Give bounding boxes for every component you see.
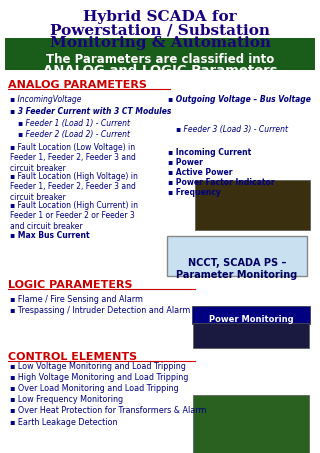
Text: ▪ High Voltage Monitoring and Load Tripping: ▪ High Voltage Monitoring and Load Tripp…	[10, 373, 188, 382]
Text: The Parameters are classified into: The Parameters are classified into	[46, 53, 274, 66]
Text: Hybrid SCADA for: Hybrid SCADA for	[83, 10, 237, 24]
Text: ▪ Fault Location (High Voltage) in
Feeder 1, Feeder 2, Feeder 3 and
circuit brea: ▪ Fault Location (High Voltage) in Feede…	[10, 172, 138, 202]
Text: Power Monitoring: Power Monitoring	[209, 315, 293, 324]
Text: ▪ Feeder 3 (Load 3) - Current: ▪ Feeder 3 (Load 3) - Current	[176, 125, 288, 134]
Text: ▪ Fault Location (Low Voltage) in
Feeder 1, Feeder 2, Feeder 3 and
circuit break: ▪ Fault Location (Low Voltage) in Feeder…	[10, 143, 136, 173]
Text: LOGIC PARAMETERS: LOGIC PARAMETERS	[8, 280, 132, 290]
Text: ▪ 3 Feeder Current with 3 CT Modules: ▪ 3 Feeder Current with 3 CT Modules	[10, 107, 172, 116]
Text: ▪ Incoming Current: ▪ Incoming Current	[168, 148, 251, 157]
FancyBboxPatch shape	[193, 323, 309, 348]
Text: ▪ Feeder 2 (Load 2) - Current: ▪ Feeder 2 (Load 2) - Current	[18, 130, 130, 139]
Text: ▪ IncomingVoltage: ▪ IncomingVoltage	[10, 95, 82, 104]
Text: ▪ Over Heat Protection for Transformers & Alarm: ▪ Over Heat Protection for Transformers …	[10, 406, 206, 415]
Text: NCCT, SCADA PS –
Parameter Monitoring: NCCT, SCADA PS – Parameter Monitoring	[176, 258, 298, 280]
Text: ▪ Low Frequency Monitoring: ▪ Low Frequency Monitoring	[10, 395, 123, 404]
FancyBboxPatch shape	[167, 236, 307, 276]
Text: ▪ Frequency: ▪ Frequency	[168, 188, 221, 197]
Text: ▪ Feeder 1 (Load 1) - Current: ▪ Feeder 1 (Load 1) - Current	[18, 119, 130, 128]
Text: ▪ Fault Location (High Current) in
Feeder 1 or Feeder 2 or Feeder 3
and circuit : ▪ Fault Location (High Current) in Feede…	[10, 201, 138, 231]
Text: ▪ Power Factor Indicator: ▪ Power Factor Indicator	[168, 178, 275, 187]
FancyBboxPatch shape	[193, 395, 309, 453]
Text: ▪ Low Voltage Monitoring and Load Tripping: ▪ Low Voltage Monitoring and Load Trippi…	[10, 362, 186, 371]
Text: ▪ Outgoing Voltage – Bus Voltage: ▪ Outgoing Voltage – Bus Voltage	[168, 95, 311, 104]
FancyBboxPatch shape	[5, 38, 315, 70]
Text: ▪ Power: ▪ Power	[168, 158, 203, 167]
Text: ▪ Flame / Fire Sensing and Alarm: ▪ Flame / Fire Sensing and Alarm	[10, 295, 143, 304]
Text: Monitoring & Automation: Monitoring & Automation	[50, 36, 270, 50]
FancyBboxPatch shape	[192, 306, 310, 324]
Text: ANALOG and LOGIC Parameters: ANALOG and LOGIC Parameters	[43, 64, 277, 77]
FancyBboxPatch shape	[195, 180, 310, 230]
Text: ANALOG PARAMETERS: ANALOG PARAMETERS	[8, 80, 147, 90]
Text: ▪ Earth Leakage Detection: ▪ Earth Leakage Detection	[10, 418, 117, 427]
Text: ▪ Active Power: ▪ Active Power	[168, 168, 233, 177]
Text: ▪ Trespassing / Intruder Detection and Alarm: ▪ Trespassing / Intruder Detection and A…	[10, 306, 190, 315]
Text: ▪ Max Bus Current: ▪ Max Bus Current	[10, 231, 90, 240]
Text: ▪ Over Load Monitoring and Load Tripping: ▪ Over Load Monitoring and Load Tripping	[10, 384, 179, 393]
Text: CONTROL ELEMENTS: CONTROL ELEMENTS	[8, 352, 137, 362]
Text: Powerstation / Substation: Powerstation / Substation	[50, 23, 270, 37]
